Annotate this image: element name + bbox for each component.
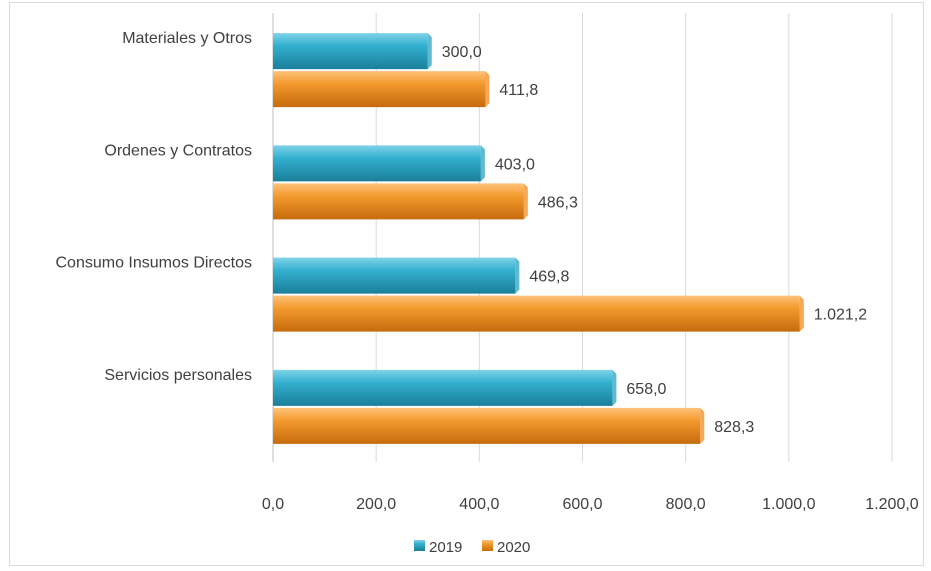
bar-end-cap bbox=[799, 295, 804, 332]
bar-end-cap bbox=[480, 145, 485, 182]
bars bbox=[273, 33, 804, 444]
x-tick-labels: 0,0 200,0 400,0 600,0 800,0 1.000,0 1.200,0 bbox=[262, 496, 919, 513]
data-labels: 300,0 411,8 403,0 486,3 469,8 1.021,2 658,0 828… bbox=[442, 44, 868, 436]
bar-end-cap bbox=[700, 407, 705, 444]
legend-swatch-2020 bbox=[482, 540, 493, 551]
bar-2019 bbox=[273, 33, 432, 70]
bar-2019 bbox=[273, 369, 617, 406]
data-label: 411,8 bbox=[499, 82, 538, 99]
legend-swatch-2019 bbox=[414, 540, 425, 551]
legend-label: 2020 bbox=[497, 539, 530, 556]
bar-2020 bbox=[273, 183, 528, 220]
category-labels: Materiales y Otros Ordenes y Contratos Co… bbox=[55, 30, 252, 384]
x-tick-label: 1.000,0 bbox=[762, 496, 815, 513]
data-label: 403,0 bbox=[495, 156, 535, 173]
data-label: 1.021,2 bbox=[814, 307, 867, 324]
legend: 2019 2020 bbox=[414, 539, 530, 556]
bar-2020 bbox=[273, 295, 804, 332]
bar-end-cap bbox=[427, 33, 432, 70]
x-tick-label: 400,0 bbox=[459, 496, 499, 513]
category-label: Servicios personales bbox=[104, 367, 252, 384]
bar-2019 bbox=[273, 145, 485, 182]
x-tick-label: 1.200,0 bbox=[865, 496, 918, 513]
bar-face bbox=[273, 71, 486, 108]
bar-end-cap bbox=[515, 257, 520, 294]
legend-label: 2019 bbox=[429, 539, 462, 556]
category-label: Consumo Insumos Directos bbox=[55, 255, 252, 272]
bar-face bbox=[273, 257, 516, 294]
bar-2019 bbox=[273, 257, 520, 294]
x-tick-label: 600,0 bbox=[562, 496, 602, 513]
data-label: 486,3 bbox=[538, 194, 578, 211]
data-label: 658,0 bbox=[626, 381, 666, 398]
data-label: 300,0 bbox=[442, 44, 482, 61]
bar-end-cap bbox=[485, 71, 490, 108]
bar-end-cap bbox=[523, 183, 528, 220]
bar-2020 bbox=[273, 71, 490, 108]
bar-face bbox=[273, 33, 428, 70]
data-label: 828,3 bbox=[714, 419, 754, 436]
bar-end-cap bbox=[612, 369, 617, 406]
x-tick-label: 200,0 bbox=[356, 496, 396, 513]
bar-face bbox=[273, 145, 481, 182]
bar-face bbox=[273, 369, 613, 406]
x-tick-label: 0,0 bbox=[262, 496, 284, 513]
bar-face bbox=[273, 295, 800, 332]
bar-2020 bbox=[273, 407, 705, 444]
data-label: 469,8 bbox=[529, 269, 569, 286]
category-label: Ordenes y Contratos bbox=[104, 142, 252, 159]
category-label: Materiales y Otros bbox=[122, 30, 252, 47]
bar-face bbox=[273, 183, 524, 220]
bar-face bbox=[273, 407, 701, 444]
x-tick-label: 800,0 bbox=[666, 496, 706, 513]
